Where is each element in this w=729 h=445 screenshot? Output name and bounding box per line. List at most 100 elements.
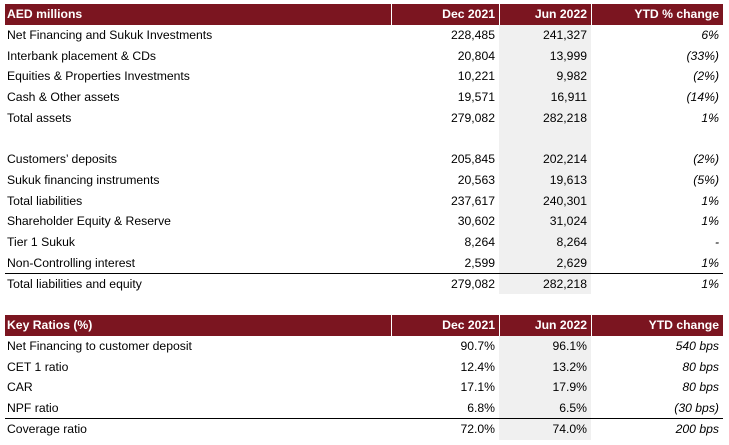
row-label: Net Financing and Sukuk Investments xyxy=(7,28,213,43)
jun-value: 13,999 xyxy=(549,48,587,63)
ytd-value: 200 bps xyxy=(675,422,719,437)
ytd-value: (2%) xyxy=(693,69,719,84)
table-row: Non-Controlling interest 2,599 2,629 1% xyxy=(5,252,723,273)
header-jun: Jun 2022 xyxy=(499,315,591,336)
dec-value: 2,599 xyxy=(464,255,496,270)
header-dec: Dec 2021 xyxy=(391,315,499,336)
jun-column-shade xyxy=(499,335,591,440)
row-label: Tier 1 Sukuk xyxy=(7,234,75,249)
jun-value: 240,301 xyxy=(542,193,587,208)
row-label: Net Financing to customer deposit xyxy=(7,339,192,354)
table-row: Net Financing and Sukuk Investments 228,4… xyxy=(5,25,723,46)
ytd-value: 1% xyxy=(701,214,719,229)
row-label: Non-Controlling interest xyxy=(7,255,136,270)
ytd-value: (30 bps) xyxy=(674,401,719,416)
jun-value: 74.0% xyxy=(552,422,587,437)
table-row: Tier 1 Sukuk 8,264 8,264 - xyxy=(5,232,723,253)
dec-value: 10,221 xyxy=(457,69,495,84)
jun-value: 9,982 xyxy=(556,69,588,84)
ytd-value: 6% xyxy=(701,28,719,43)
table-row: Coverage ratio 72.0% 74.0% 200 bps xyxy=(5,418,723,439)
header-dec: Dec 2021 xyxy=(391,4,499,25)
table-row: Interbank placement & CDs 20,804 13,999 (33… xyxy=(5,45,723,66)
ytd-value: (5%) xyxy=(693,172,719,187)
row-label: CET 1 ratio xyxy=(7,359,69,374)
row-label: Sukuk financing instruments xyxy=(7,172,160,187)
ytd-value: (14%) xyxy=(686,90,719,105)
ytd-value: 1% xyxy=(701,276,719,291)
dec-value xyxy=(391,128,499,149)
row-label xyxy=(5,128,391,149)
dec-value: 30,602 xyxy=(457,214,495,229)
header-ytd: YTD change xyxy=(591,315,723,336)
dec-value: 279,082 xyxy=(450,110,495,125)
table-row: Cash & Other assets 19,571 16,911 (14%) xyxy=(5,87,723,108)
dec-value: 237,617 xyxy=(450,193,495,208)
table-row: Sukuk financing instruments 20,563 19,613 (… xyxy=(5,170,723,191)
table-row: Total liabilities and equity 279,082 282,2… xyxy=(5,272,723,294)
dec-value: 12.4% xyxy=(460,359,495,374)
ytd-value: 540 bps xyxy=(675,339,719,354)
dec-value: 90.7% xyxy=(460,339,495,354)
dec-value: 279,082 xyxy=(450,276,495,291)
table-row: CAR 17.1% 17.9% 80 bps xyxy=(5,377,723,398)
jun-value: 13.2% xyxy=(552,359,587,374)
dec-value: 8,264 xyxy=(464,234,496,249)
key-ratios-header: Key Ratios (%) Dec 2021 Jun 2022 YTD cha… xyxy=(5,315,723,336)
ytd-value xyxy=(591,128,723,149)
header-jun: Jun 2022 xyxy=(499,4,591,25)
dec-value: 228,485 xyxy=(450,28,495,43)
jun-value: 2,629 xyxy=(556,255,588,270)
jun-value: 16,911 xyxy=(550,90,587,105)
row-label: Interbank placement & CDs xyxy=(7,48,157,63)
row-label: Total liabilities and equity xyxy=(7,276,142,291)
balance-sheet-table: AED millions Dec 2021 Jun 2022 YTD % cha… xyxy=(5,4,723,294)
jun-value: 282,218 xyxy=(542,110,587,125)
jun-value: 282,218 xyxy=(542,276,587,291)
table-row: Net Financing to customer deposit 90.7% 96… xyxy=(5,336,723,357)
dec-value: 20,804 xyxy=(457,48,495,63)
ytd-value: 80 bps xyxy=(682,359,719,374)
ytd-value: - xyxy=(714,234,719,249)
dec-value: 19,571 xyxy=(457,90,495,105)
row-label: Total liabilities xyxy=(7,193,83,208)
ytd-value: 1% xyxy=(701,255,719,270)
table-row xyxy=(5,128,723,149)
dec-value: 6.8% xyxy=(467,401,495,416)
jun-value: 8,264 xyxy=(556,234,588,249)
table-row: Customers’ deposits 205,845 202,214 (2%) xyxy=(5,149,723,170)
jun-value: 202,214 xyxy=(542,152,587,167)
header-ytd: YTD % change xyxy=(591,4,723,25)
jun-column-shade xyxy=(499,24,591,294)
row-label: Shareholder Equity & Reserve xyxy=(7,214,171,229)
table-row: CET 1 ratio 12.4% 13.2% 80 bps xyxy=(5,356,723,377)
row-label: Cash & Other assets xyxy=(7,90,120,105)
jun-value: 96.1% xyxy=(552,339,587,354)
table-row: Total liabilities 237,617 240,301 1% xyxy=(5,190,723,211)
balance-sheet-body: Net Financing and Sukuk Investments 228,4… xyxy=(5,25,723,294)
jun-value: 17.9% xyxy=(552,380,587,395)
jun-value: 31,024 xyxy=(549,214,587,229)
key-ratios-table: Key Ratios (%) Dec 2021 Jun 2022 YTD cha… xyxy=(5,315,723,440)
row-label: CAR xyxy=(7,380,33,395)
balance-sheet-header: AED millions Dec 2021 Jun 2022 YTD % cha… xyxy=(5,4,723,25)
row-label: Total assets xyxy=(7,110,72,125)
table-row: Shareholder Equity & Reserve 30,602 31,024… xyxy=(5,211,723,232)
header-label: AED millions xyxy=(7,7,83,22)
jun-value: 241,327 xyxy=(542,28,587,43)
dec-value: 205,845 xyxy=(450,152,495,167)
ytd-value: (2%) xyxy=(693,152,719,167)
ytd-value: (33%) xyxy=(686,48,719,63)
row-label: NPF ratio xyxy=(7,401,59,416)
table-row: Equities & Properties Investments 10,221 9… xyxy=(5,66,723,87)
dec-value: 20,563 xyxy=(457,172,495,187)
jun-value xyxy=(499,128,591,149)
dec-value: 72.0% xyxy=(460,422,495,437)
row-label: Customers’ deposits xyxy=(7,152,117,167)
header-label: Key Ratios (%) xyxy=(7,318,93,333)
ytd-value: 1% xyxy=(701,110,719,125)
ytd-value: 1% xyxy=(701,193,719,208)
table-row: NPF ratio 6.8% 6.5% (30 bps) xyxy=(5,398,723,419)
row-label: Equities & Properties Investments xyxy=(7,69,190,84)
ytd-value: 80 bps xyxy=(682,380,719,395)
